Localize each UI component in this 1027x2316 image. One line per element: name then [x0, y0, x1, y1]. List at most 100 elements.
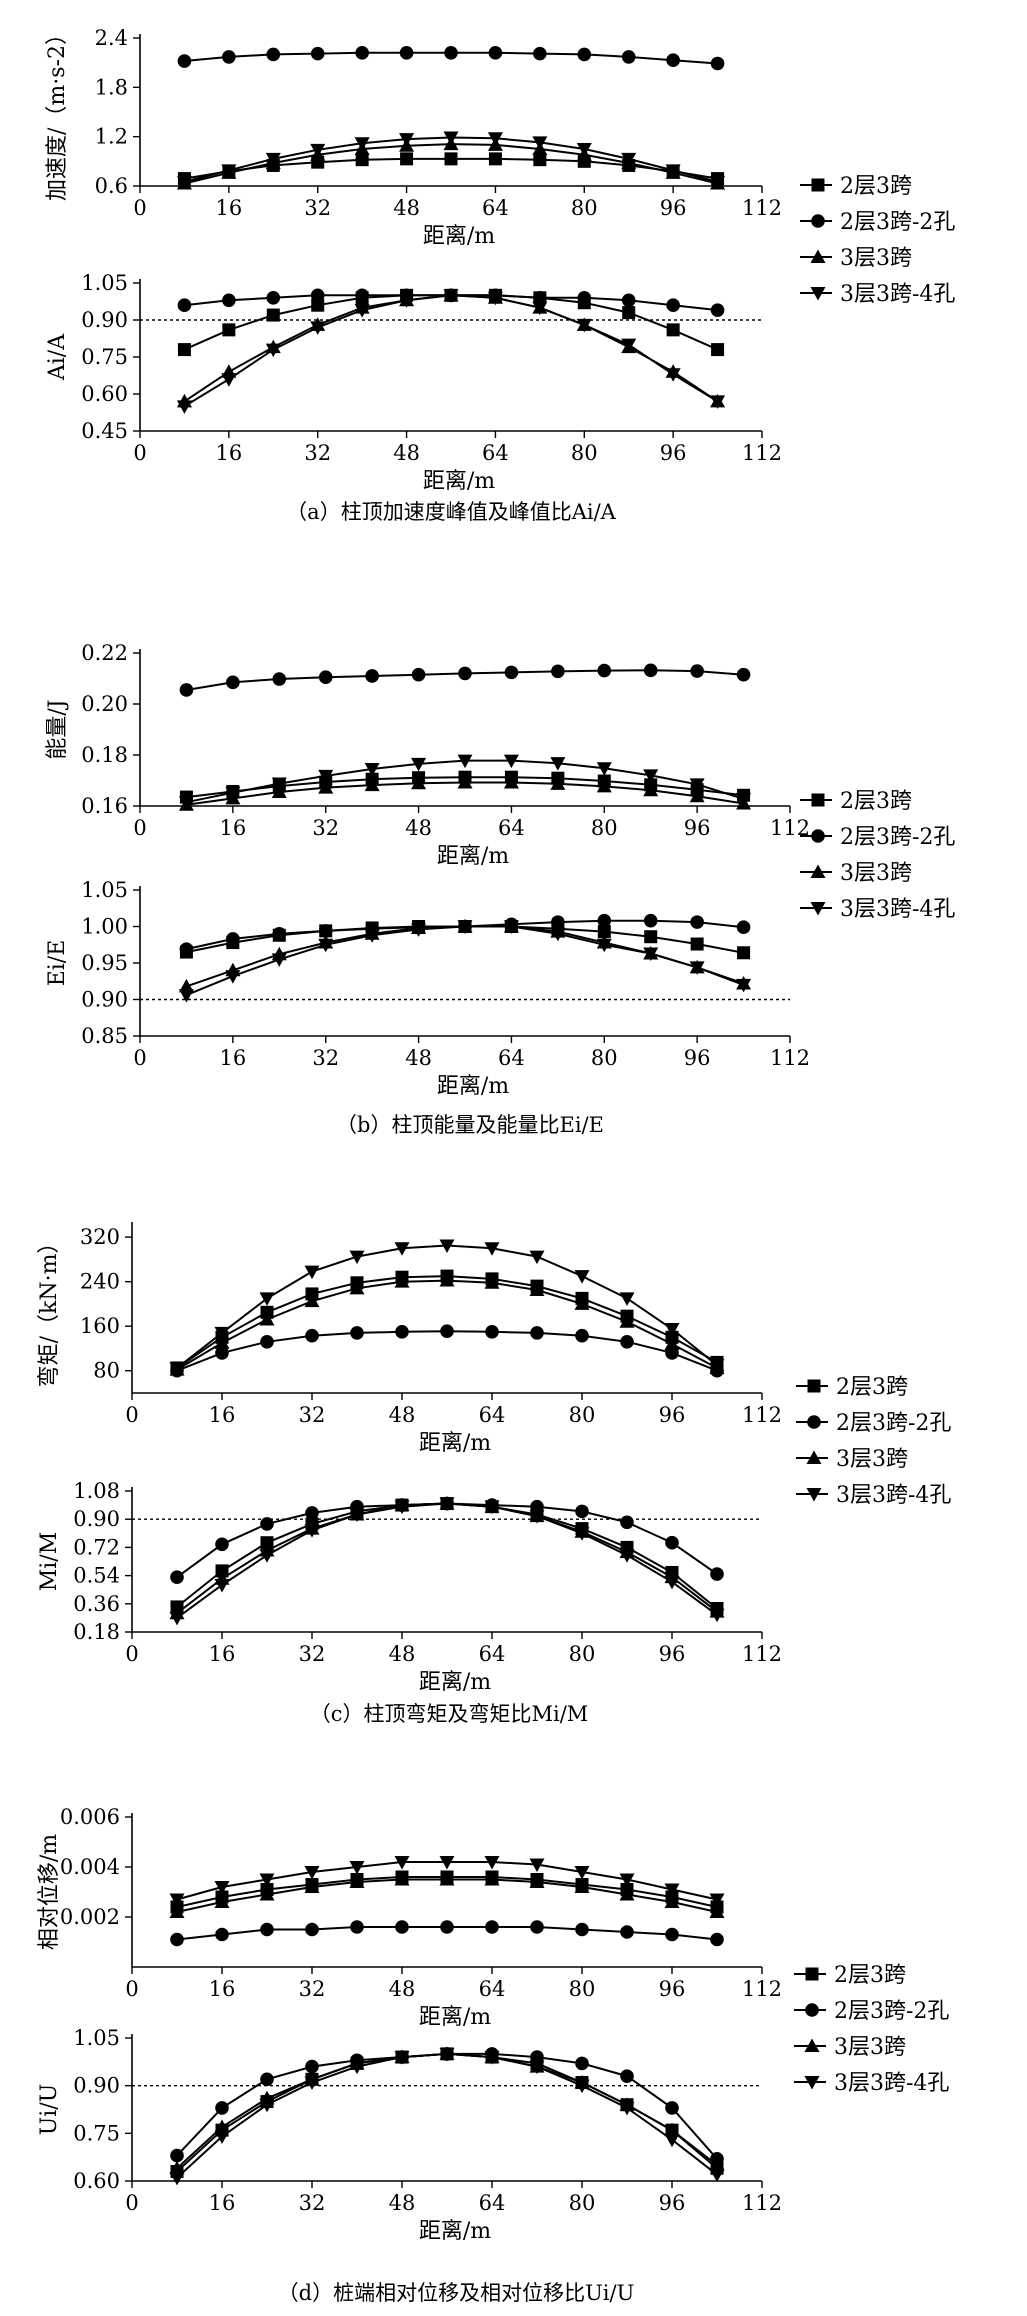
legend-label: 3层3跨 — [834, 2035, 906, 2060]
data-point — [265, 343, 281, 358]
data-point — [260, 1536, 274, 1550]
caption-b: （b）柱顶能量及能量比Ei/E — [336, 1113, 604, 1137]
data-point — [395, 1920, 409, 1934]
data-point — [689, 788, 705, 803]
y-tick-label: 0.002 — [60, 1905, 120, 1929]
data-point — [394, 1242, 410, 1256]
data-point — [271, 953, 287, 967]
data-point — [260, 1334, 274, 1349]
data-point — [666, 323, 680, 337]
x-tick-label: 96 — [659, 1403, 686, 1427]
y-tick-label: 80 — [93, 1359, 120, 1383]
data-point — [532, 136, 548, 150]
data-point — [176, 175, 192, 190]
y-tick-label: 0.85 — [81, 1024, 128, 1048]
data-point — [169, 1361, 185, 1376]
data-point — [399, 294, 415, 308]
data-point — [643, 782, 659, 797]
x-tick-label: 16 — [215, 441, 242, 465]
data-point — [485, 1920, 499, 1934]
data-point — [503, 775, 519, 789]
data-point — [736, 792, 752, 807]
data-point — [457, 754, 473, 769]
data-point — [318, 924, 333, 938]
data-point — [260, 1922, 274, 1937]
legend-marker — [810, 864, 826, 878]
data-point — [666, 298, 680, 313]
x-tick-label: 16 — [215, 196, 242, 220]
data-point — [266, 291, 281, 305]
y-tick-label: 1.05 — [81, 878, 128, 902]
legend-label: 3层3跨 — [840, 861, 912, 886]
data-point — [443, 289, 459, 303]
chart-a-bottom: 0 16 32 48 64 80 96 112 0.45 0.60 0.75 0.90 1.05 距离/m… — [45, 271, 782, 494]
caption-d: （d）桩端相对位移及相对位移比Ui/U — [278, 2281, 635, 2305]
data-point — [574, 1270, 590, 1284]
y-tick-label: 0.18 — [81, 743, 128, 767]
data-point — [690, 937, 704, 951]
data-point — [710, 175, 726, 190]
legend-label: 3层3跨-4孔 — [840, 282, 955, 307]
data-point — [222, 50, 236, 64]
data-point — [349, 1250, 365, 1265]
x-tick-label: 112 — [770, 1046, 810, 1070]
y-tick-label: 0.22 — [81, 641, 128, 665]
data-point — [503, 920, 519, 934]
series-3 — [178, 754, 752, 810]
data-point — [411, 923, 427, 937]
data-point — [259, 1292, 275, 1306]
data-point — [665, 2101, 679, 2115]
data-point — [619, 2101, 635, 2116]
x-tick-label: 112 — [742, 1642, 782, 1666]
data-point — [619, 1887, 635, 1901]
x-tick-label: 48 — [393, 196, 420, 220]
x-tick-label: 96 — [659, 1642, 686, 1666]
data-point — [737, 946, 751, 960]
data-point — [272, 672, 287, 686]
data-point — [643, 769, 659, 783]
chart-d-top: 0 16 32 48 64 80 96 112 0.002 0.004 0.006 距离/m 相对位移/… — [37, 1805, 782, 2030]
data-point — [444, 152, 458, 166]
data-point — [620, 1515, 634, 1530]
caption-a: （a）柱顶加速度峰值及峰值比Ai/A — [286, 500, 616, 524]
data-point — [666, 53, 680, 67]
y-tick-label: 0.16 — [81, 794, 128, 818]
data-point — [488, 152, 502, 166]
data-point — [350, 1326, 364, 1340]
data-point — [214, 1335, 230, 1349]
x-tick-label: 48 — [393, 441, 420, 465]
y-tick-label: 1.08 — [73, 1479, 120, 1503]
x-tick-label: 64 — [479, 1642, 506, 1666]
series-1 — [170, 1920, 724, 1947]
legend-label: 3层3跨-4孔 — [840, 897, 955, 922]
series-line — [176, 1502, 718, 1614]
series-3 — [169, 1856, 725, 1907]
data-point — [621, 152, 637, 167]
x-tick-label: 96 — [659, 2191, 686, 2215]
data-point — [399, 133, 415, 147]
data-point — [394, 1500, 410, 1515]
legend: 2层3跨 2层3跨-2孔 3层3跨 3层3跨-4孔 — [800, 789, 955, 922]
legend: 2层3跨 2层3跨-2孔 3层3跨 3层3跨-4孔 — [800, 174, 955, 307]
series-2 — [169, 1273, 725, 1376]
legend-label: 2层3跨-2孔 — [840, 825, 955, 850]
data-point — [169, 1611, 185, 1626]
x-tick-label: 16 — [209, 1403, 236, 1427]
x-tick-label: 48 — [389, 1642, 416, 1666]
data-point — [304, 1265, 320, 1280]
data-point — [439, 2047, 455, 2062]
x-tick-label: 32 — [299, 2191, 326, 2215]
data-point — [305, 1922, 319, 1937]
data-point — [350, 1920, 364, 1934]
y-tick-label: 1.2 — [95, 125, 128, 149]
data-point — [664, 2133, 680, 2148]
data-point — [311, 298, 325, 312]
chart-c-top: 0 16 32 48 64 80 96 112 80 160 240 320 距离/m 弯矩/（kN·m） — [37, 1222, 782, 1456]
data-point — [355, 153, 369, 167]
data-point — [271, 784, 287, 798]
series-2 — [169, 1496, 725, 1620]
series-2 — [176, 287, 726, 408]
data-point — [690, 915, 704, 929]
data-point — [170, 1570, 184, 1584]
legend-label: 2层3跨 — [840, 789, 912, 814]
